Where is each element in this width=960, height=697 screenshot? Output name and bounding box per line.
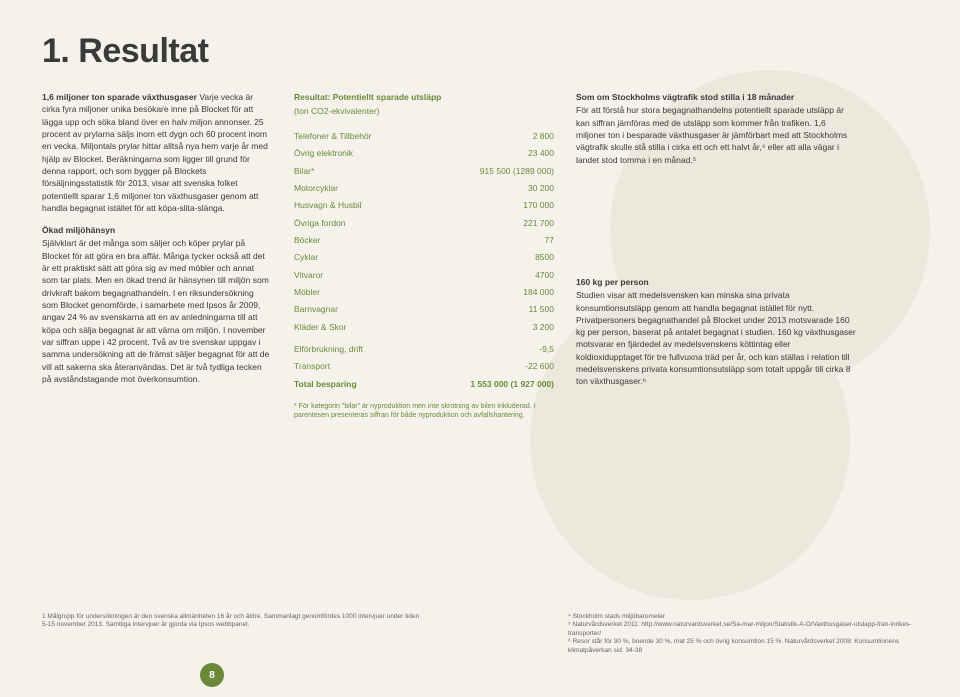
side2-body: Studien visar att medelsvensken kan mins… xyxy=(576,290,856,386)
row-value: 23 400 xyxy=(419,145,554,162)
table-row: Möbler184 000 xyxy=(294,283,554,300)
row-value: -22 600 xyxy=(419,358,554,375)
row-label: Böcker xyxy=(294,232,419,249)
sub2-heading: Ökad miljöhänsyn xyxy=(42,224,272,236)
content-columns: 1,6 miljoner ton sparade växthusgaser Va… xyxy=(42,91,918,421)
column-3: Som om Stockholms vägtrafik stod stilla … xyxy=(576,91,856,421)
row-label: Husvagn & Husbil xyxy=(294,197,419,214)
footnotes: 1 Målgrupp för undersökningen är den sve… xyxy=(42,613,918,655)
table-row: Barnvagnar11 500 xyxy=(294,301,554,318)
sub2-body: Självklart är det många som säljer och k… xyxy=(42,238,269,383)
table-row: Böcker77 xyxy=(294,232,554,249)
row-label: Bilar* xyxy=(294,162,419,179)
row-value: 2 800 xyxy=(419,128,554,145)
row-label: Telefoner & Tillbehör xyxy=(294,128,419,145)
side2-heading: 160 kg per person xyxy=(576,276,856,288)
row-label: Möbler xyxy=(294,283,419,300)
row-value: 8500 xyxy=(419,249,554,266)
row-value: 915 500 (1289 000) xyxy=(419,162,554,179)
row-label: Kläder & Skor xyxy=(294,318,419,335)
table-row: Övriga fordon221 700 xyxy=(294,214,554,231)
table-row: Elförbrukning, drift-9,5 xyxy=(294,340,554,357)
table-row: Telefoner & Tillbehör2 800 xyxy=(294,128,554,145)
side-block-2: 160 kg per person Studien visar att mede… xyxy=(576,276,856,388)
table-row: Motorcyklar30 200 xyxy=(294,180,554,197)
table-title: Resultat: Potentiellt sparade utsläpp xyxy=(294,91,554,103)
side-block-1: Som om Stockholms vägtrafik stod stilla … xyxy=(576,91,856,166)
row-value: 4700 xyxy=(419,266,554,283)
table-row: Cyklar8500 xyxy=(294,249,554,266)
footnote-right: ⁴ Stockholm stads miljöbarometer⁵ Naturv… xyxy=(568,613,918,655)
total-row: Total besparing1 553 000 (1 927 000) xyxy=(294,375,554,392)
table-row: Transport-22 600 xyxy=(294,358,554,375)
row-label: Övrig elektronik xyxy=(294,145,419,162)
table-subtitle: (ton CO2-ekvivalenter) xyxy=(294,105,554,117)
row-label: Transport xyxy=(294,358,419,375)
row-value: 3 200 xyxy=(419,318,554,335)
total-label: Total besparing xyxy=(294,375,419,392)
table-row: Husvagn & Husbil170 000 xyxy=(294,197,554,214)
row-label: Cyklar xyxy=(294,249,419,266)
row-value: 170 000 xyxy=(419,197,554,214)
table-row: Vitvaror4700 xyxy=(294,266,554,283)
row-value: 221 700 xyxy=(419,214,554,231)
page-number: 8 xyxy=(200,663,224,687)
table-row: Övrig elektronik23 400 xyxy=(294,145,554,162)
table-row: Kläder & Skor3 200 xyxy=(294,318,554,335)
column-2: Resultat: Potentiellt sparade utsläpp (t… xyxy=(294,91,554,421)
row-value: 11 500 xyxy=(419,301,554,318)
row-value: -9,5 xyxy=(419,340,554,357)
footnote-left: 1 Målgrupp för undersökningen är den sve… xyxy=(42,613,422,655)
row-label: Motorcyklar xyxy=(294,180,419,197)
intro-body: Varje vecka är cirka fyra miljoner unika… xyxy=(42,92,268,213)
table-footnote: * För kategorin "bilar" är nyproduktion … xyxy=(294,402,554,420)
row-value: 30 200 xyxy=(419,180,554,197)
column-1: 1,6 miljoner ton sparade växthusgaser Va… xyxy=(42,91,272,421)
row-value: 77 xyxy=(419,232,554,249)
row-label: Vitvaror xyxy=(294,266,419,283)
row-value: 184 000 xyxy=(419,283,554,300)
total-value: 1 553 000 (1 927 000) xyxy=(419,375,554,392)
side1-heading: Som om Stockholms vägtrafik stod stilla … xyxy=(576,91,856,103)
row-label: Övriga fordon xyxy=(294,214,419,231)
side1-body: För att förstå hur stora begagnathandeln… xyxy=(576,105,847,164)
intro-heading: 1,6 miljoner ton sparade växthusgaser xyxy=(42,92,197,102)
table-row: Bilar*915 500 (1289 000) xyxy=(294,162,554,179)
row-label: Barnvagnar xyxy=(294,301,419,318)
emissions-table: Telefoner & Tillbehör2 800Övrig elektron… xyxy=(294,128,554,393)
row-label: Elförbrukning, drift xyxy=(294,340,419,357)
page-title: 1. Resultat xyxy=(42,32,918,71)
